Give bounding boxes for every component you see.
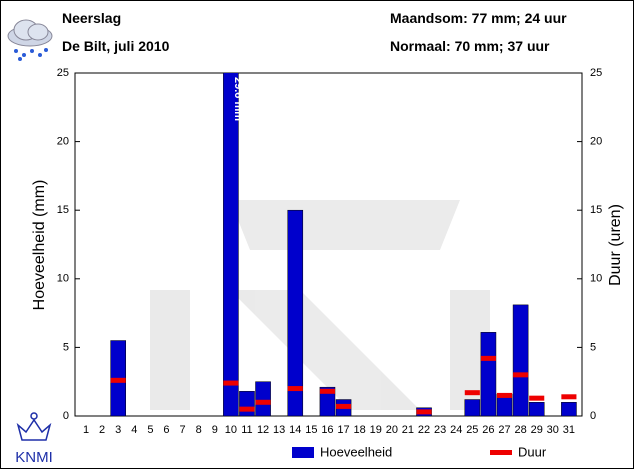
duration-marker — [561, 394, 577, 400]
title: Neerslag — [62, 10, 121, 26]
y-tick-label: 0 — [63, 410, 69, 422]
x-tick-label: 31 — [563, 424, 575, 436]
subtitle: De Bilt, juli 2010 — [62, 38, 170, 54]
y2-tick-label: 10 — [590, 273, 602, 285]
rain-icon — [7, 19, 53, 61]
x-tick-label: 20 — [386, 424, 398, 436]
y2-tick-label: 25 — [590, 67, 602, 79]
y-tick-label: 10 — [57, 273, 69, 285]
x-tick-label: 30 — [547, 424, 559, 436]
x-tick-label: 19 — [370, 424, 382, 436]
y2-tick-label: 0 — [590, 410, 596, 422]
x-tick-label: 24 — [450, 424, 462, 436]
x-tick-label: 13 — [273, 424, 285, 436]
bar — [239, 391, 255, 416]
duration-marker — [513, 372, 529, 378]
legend-swatch — [292, 447, 314, 458]
bar — [255, 381, 271, 416]
x-tick-label: 21 — [402, 424, 414, 436]
plot: 29.6 mm — [110, 73, 577, 416]
x-tick-label: 5 — [147, 424, 153, 436]
annotation: Maandsom: 77 mm; 24 uur — [390, 10, 567, 26]
bar — [287, 209, 304, 416]
bar — [561, 402, 577, 416]
y-tick-label: 20 — [57, 136, 69, 148]
y2-tick-label: 15 — [590, 204, 602, 216]
x-tick-label: 27 — [498, 424, 510, 436]
x-tick-label: 4 — [131, 424, 137, 436]
annotation: Normaal: 70 mm; 37 uur — [390, 38, 550, 54]
x-tick-label: 9 — [212, 424, 218, 436]
y-axis-label: Hoeveelheid (mm) — [31, 180, 48, 311]
duration-marker — [287, 386, 303, 392]
legend-label: Hoeveelheid — [320, 444, 392, 459]
duration-marker — [239, 406, 255, 412]
x-tick-label: 2 — [99, 424, 105, 436]
x-tick-label: 3 — [115, 424, 121, 436]
legend-label: Duur — [518, 444, 547, 459]
y-tick-label: 5 — [63, 341, 69, 353]
bar — [223, 73, 239, 416]
y-tick-label: 15 — [57, 204, 69, 216]
legend-swatch — [490, 450, 512, 455]
bar — [528, 402, 545, 416]
x-tick-label: 15 — [305, 424, 317, 436]
value-label: 29.6 mm — [232, 77, 244, 121]
x-tick-label: 25 — [466, 424, 478, 436]
x-tick-label: 12 — [257, 424, 269, 436]
x-tick-label: 16 — [321, 424, 333, 436]
x-tick-label: 7 — [180, 424, 186, 436]
bar — [512, 304, 529, 416]
x-tick-label: 8 — [196, 424, 202, 436]
duration-marker — [223, 380, 239, 386]
y-tick-label: 25 — [57, 67, 69, 79]
duration-marker — [336, 403, 352, 409]
x-tick-label: 1 — [83, 424, 89, 436]
duration-marker — [464, 390, 480, 396]
duration-marker — [110, 377, 126, 383]
y2-tick-label: 5 — [590, 341, 596, 353]
x-tick-label: 29 — [531, 424, 543, 436]
x-tick-label: 22 — [418, 424, 430, 436]
x-tick-label: 18 — [354, 424, 366, 436]
x-tick-label: 14 — [289, 424, 301, 436]
bar — [480, 332, 497, 416]
x-tick-label: 28 — [514, 424, 526, 436]
duration-marker — [480, 355, 496, 361]
logo — [16, 412, 52, 441]
duration-marker — [496, 392, 513, 398]
y2-axis-label: Duur (uren) — [607, 204, 624, 286]
duration-marker — [529, 395, 545, 401]
x-tick-label: 26 — [482, 424, 494, 436]
logo-text: KNMI — [15, 449, 53, 466]
y2-tick-label: 20 — [590, 136, 602, 148]
duration-marker — [319, 388, 335, 394]
x-tick-label: 23 — [434, 424, 446, 436]
duration-marker — [255, 399, 271, 405]
x-tick-label: 6 — [163, 424, 169, 436]
x-tick-label: 10 — [225, 424, 237, 436]
bar — [464, 399, 481, 416]
duration-marker — [416, 409, 432, 415]
x-tick-label: 11 — [241, 424, 252, 436]
bar — [319, 386, 336, 416]
x-tick-label: 17 — [337, 424, 349, 436]
